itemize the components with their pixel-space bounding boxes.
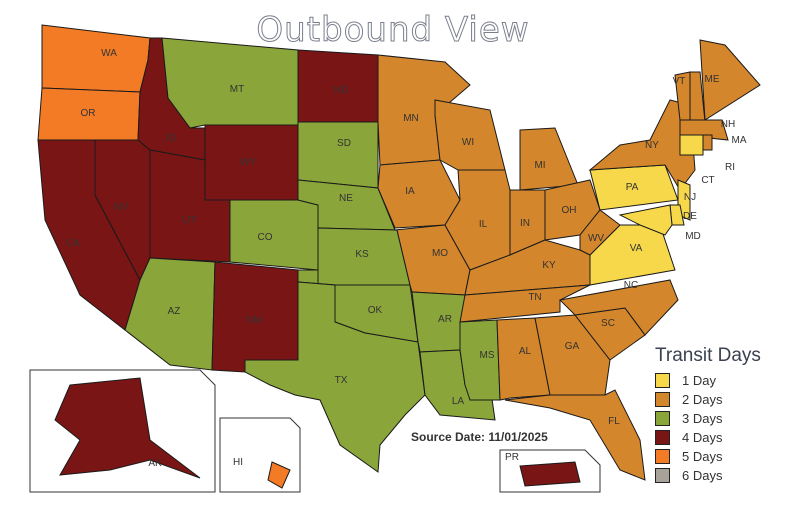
state-label: FL <box>608 416 620 427</box>
state-ri[interactable] <box>702 134 713 151</box>
state-label: UT <box>182 215 195 226</box>
state-label: NY <box>645 140 659 151</box>
state-label: DE <box>683 211 697 222</box>
state-label: ID <box>166 133 176 144</box>
legend-item: 3 Days <box>655 409 761 428</box>
state-sd[interactable] <box>297 121 379 189</box>
legend-swatch <box>655 449 670 464</box>
state-label: OK <box>368 305 383 316</box>
legend-label: 4 Days <box>682 430 723 445</box>
state-mi[interactable] <box>519 127 579 191</box>
map-title: Outbound View <box>256 10 530 51</box>
state-label: MD <box>685 231 701 242</box>
legend-swatch <box>655 411 670 426</box>
state-label: OH <box>562 205 577 216</box>
state-md[interactable] <box>618 204 673 236</box>
legend-swatch <box>655 468 670 483</box>
state-label: IL <box>479 219 488 230</box>
state-label: TN <box>528 292 541 303</box>
state-label: RI <box>725 162 735 173</box>
state-label: OR <box>81 108 96 119</box>
state-label: WY <box>240 157 256 168</box>
state-ak[interactable] <box>54 377 201 479</box>
state-label: MA <box>732 135 747 146</box>
state-label: NM <box>246 315 262 326</box>
state-label: NV <box>114 202 128 213</box>
state-label: VT <box>673 76 686 87</box>
legend-title: Transit Days <box>655 345 761 366</box>
state-label: WA <box>101 48 117 59</box>
state-wv[interactable] <box>579 209 621 256</box>
state-al[interactable] <box>496 317 551 401</box>
legend-swatch <box>655 373 670 388</box>
state-label: WV <box>588 233 604 244</box>
state-label: NH <box>721 119 735 130</box>
state-label: SD <box>337 138 351 149</box>
state-label: CO <box>258 232 273 243</box>
state-label: MI <box>534 160 545 171</box>
state-label: IN <box>520 218 530 229</box>
state-label: AZ <box>168 306 181 317</box>
state-label: MO <box>432 248 448 259</box>
state-mt[interactable] <box>161 37 299 129</box>
state-label: SC <box>601 318 615 329</box>
state-ga[interactable] <box>534 314 611 396</box>
state-label: CA <box>66 238 80 249</box>
legend-label: 3 Days <box>682 411 723 426</box>
source-date: Source Date: 11/01/2025 <box>411 430 548 444</box>
legend-swatch <box>655 392 670 407</box>
state-label: PR <box>505 452 519 463</box>
state-label: CT <box>701 175 714 186</box>
state-label: IA <box>405 186 415 197</box>
state-label: MT <box>230 84 244 95</box>
state-ia[interactable] <box>377 159 461 229</box>
legend-label: 1 Day <box>682 373 716 388</box>
state-label: MS <box>480 350 495 361</box>
state-me[interactable] <box>699 39 761 121</box>
hawaii-inset <box>219 417 301 493</box>
state-label: GA <box>565 341 580 352</box>
state-pr[interactable] <box>519 461 581 487</box>
state-label: TX <box>335 375 348 386</box>
state-label: HI <box>233 457 243 468</box>
state-label: ND <box>334 85 348 96</box>
state-label: AL <box>519 346 532 357</box>
state-fl[interactable] <box>504 389 646 481</box>
state-label: NC <box>624 280 638 291</box>
legend-label: 6 Days <box>682 468 723 483</box>
legend-item: 1 Day <box>655 371 761 390</box>
state-label: KY <box>542 260 556 271</box>
state-label: LA <box>452 396 465 407</box>
state-wi[interactable] <box>434 99 506 171</box>
state-label: NE <box>339 193 353 204</box>
state-hi[interactable] <box>267 461 291 489</box>
state-label: NJ <box>684 192 696 203</box>
legend-item: 5 Days <box>655 447 761 466</box>
state-label: PA <box>626 182 639 193</box>
state-label: AR <box>438 314 452 325</box>
state-tn[interactable] <box>459 284 591 323</box>
state-label: AK <box>148 458 162 469</box>
legend-item: 4 Days <box>655 428 761 447</box>
legend-label: 5 Days <box>682 449 723 464</box>
state-label: MN <box>403 113 419 124</box>
legend-item: 2 Days <box>655 390 761 409</box>
state-co[interactable] <box>229 199 319 271</box>
state-label: WI <box>462 137 474 148</box>
state-ct[interactable] <box>679 134 704 156</box>
legend-label: 2 Days <box>682 392 723 407</box>
legend-swatch <box>655 430 670 445</box>
state-label: ME <box>705 74 720 85</box>
state-label: VA <box>630 243 643 254</box>
state-nc[interactable] <box>558 279 679 336</box>
legend: Transit Days 1 Day 2 Days 3 Days 4 Days 5 Da… <box>655 345 761 485</box>
legend-item: 6 Days <box>655 466 761 485</box>
state-tx[interactable] <box>244 281 426 473</box>
state-label: KS <box>355 249 369 260</box>
